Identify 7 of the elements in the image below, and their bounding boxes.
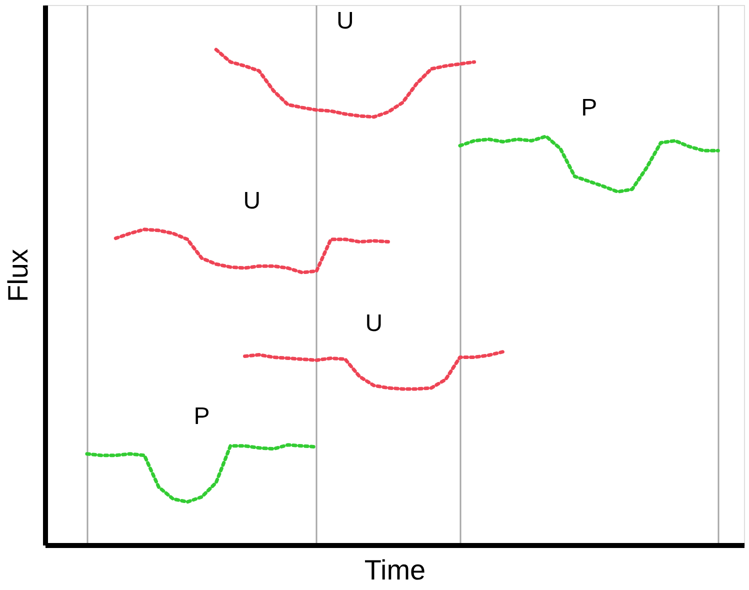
annotation: U: [243, 187, 261, 214]
annotation: P: [581, 94, 598, 122]
annotation: U: [365, 310, 383, 337]
annotation: P: [194, 402, 210, 430]
text: U: [336, 8, 354, 35]
x-axis-title: Time: [364, 554, 426, 586]
y-axis-title: Flux: [2, 249, 34, 302]
